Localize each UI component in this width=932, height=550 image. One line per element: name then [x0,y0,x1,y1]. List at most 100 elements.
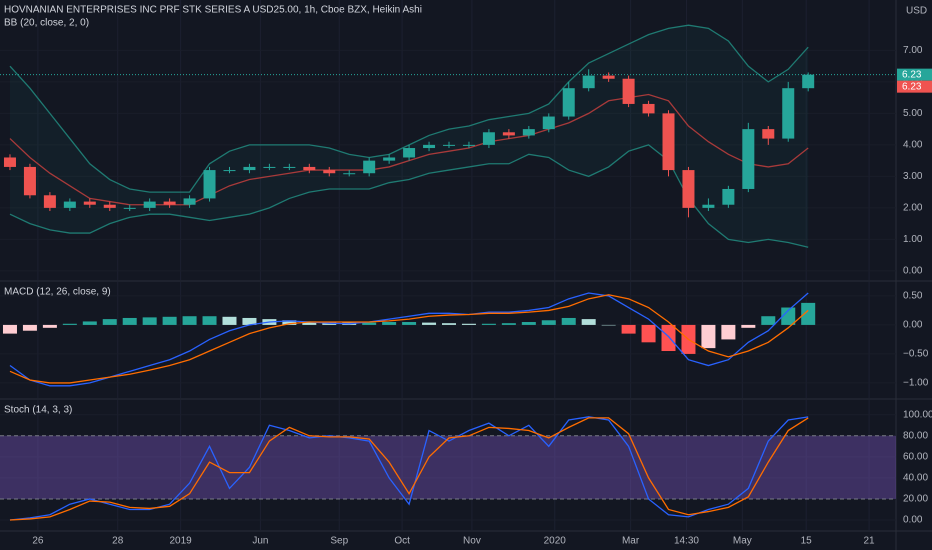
candle-body [423,144,436,149]
candle-body [323,170,336,174]
y-tick-label: 60.00 [903,451,928,462]
x-tick-label: 15 [801,536,813,547]
currency: USD [906,6,927,17]
candle-body [682,170,695,208]
histogram-bar [541,320,556,325]
histogram-bar [461,323,476,325]
candle-body [462,144,475,146]
histogram-bar [282,320,297,325]
stoch-line [9,416,809,521]
x-tick-label: 14:30 [674,536,699,547]
histogram-bar [741,324,756,328]
candle-body [143,201,156,208]
x-tick-label: Mar [622,536,640,547]
candle-body [742,129,755,189]
candle-body [3,157,16,167]
candle-body [183,198,196,205]
y-tick-label: 0.50 [903,291,923,302]
candle-body [642,103,655,114]
candle-body [83,201,96,205]
candle-body [762,129,775,139]
last-price-label: 6.23 [902,81,922,92]
y-tick-label: 40.00 [903,473,928,484]
histogram-bar [581,319,596,325]
pane-title: MACD (12, 26, close, 9) [4,287,111,298]
histogram-bar [202,316,217,325]
x-tick-label: 28 [112,536,124,547]
histogram-bar [382,322,397,325]
y-tick-label: 20.00 [903,494,928,505]
candle-body [123,207,136,209]
candle-body [103,204,116,208]
y-tick-label: 80.00 [903,430,928,441]
histogram-bar [122,317,137,325]
y-tick-label: 2.00 [903,203,923,214]
histogram-bar [441,323,456,325]
candle-body [283,166,296,168]
candle-body [223,170,236,172]
stoch-line [9,417,809,521]
histogram-bar [781,307,796,325]
last-price-label: 6.23 [902,69,922,80]
y-tick-label: 100.00 [903,409,932,420]
x-tick-label: May [733,536,752,547]
y-tick-label: 1.00 [903,234,923,245]
y-tick-label: 0.00 [903,266,923,277]
histogram-bar [801,302,816,325]
candle-body [702,204,715,208]
pane-title: HOVNANIAN ENTERPRISES INC PRF STK SERIES… [4,5,422,16]
last-price-box [897,68,932,81]
histogram-bar [162,316,177,325]
histogram-bar [601,324,616,326]
candle-body [622,78,635,104]
candle-body [802,74,815,89]
candle-body [482,132,495,145]
y-tick-label: 3.00 [903,171,923,182]
candle-body [163,201,176,205]
macd-line [9,292,809,387]
candle-body [602,75,615,79]
candle-body [23,166,36,196]
histogram-bar [701,324,716,349]
x-tick-label: 2020 [544,536,567,547]
histogram-bar [521,322,536,325]
histogram-bar [182,316,197,325]
histogram-bar [62,323,77,325]
histogram-bar [22,324,37,331]
x-tick-label: Oct [394,536,410,547]
subtitle: BB (20, close, 2, 0) [4,18,89,29]
histogram-bar [721,324,736,340]
candle-body [582,75,595,89]
y-tick-label: 7.00 [903,45,923,56]
x-tick-label: 26 [32,536,44,547]
y-tick-label: 5.00 [903,108,923,119]
candle-body [522,129,535,136]
histogram-bar [82,321,97,325]
bb-basis [9,93,809,206]
x-tick-label: Sep [330,536,348,547]
histogram-bar [621,324,636,334]
x-tick-label: Nov [463,536,481,547]
x-tick-label: Jun [252,536,268,547]
candle-body [363,160,376,174]
histogram-bar [481,323,496,325]
histogram-bar [142,317,157,325]
candle-body [662,113,675,171]
histogram-bar [561,317,576,325]
candle-body [63,201,76,208]
y-tick-label: 0.00 [903,515,923,526]
candle-body [722,188,735,205]
histogram-bar [761,316,776,325]
histogram-bar [661,324,676,352]
histogram-bar [42,324,57,328]
candle-body [243,166,256,171]
candle-body [542,116,555,130]
candle-body [403,148,416,158]
histogram-bar [362,322,377,325]
y-tick-label: −0.50 [903,349,929,360]
candle-body [263,166,276,168]
last-price-box [897,80,932,93]
y-tick-label: 4.00 [903,140,923,151]
